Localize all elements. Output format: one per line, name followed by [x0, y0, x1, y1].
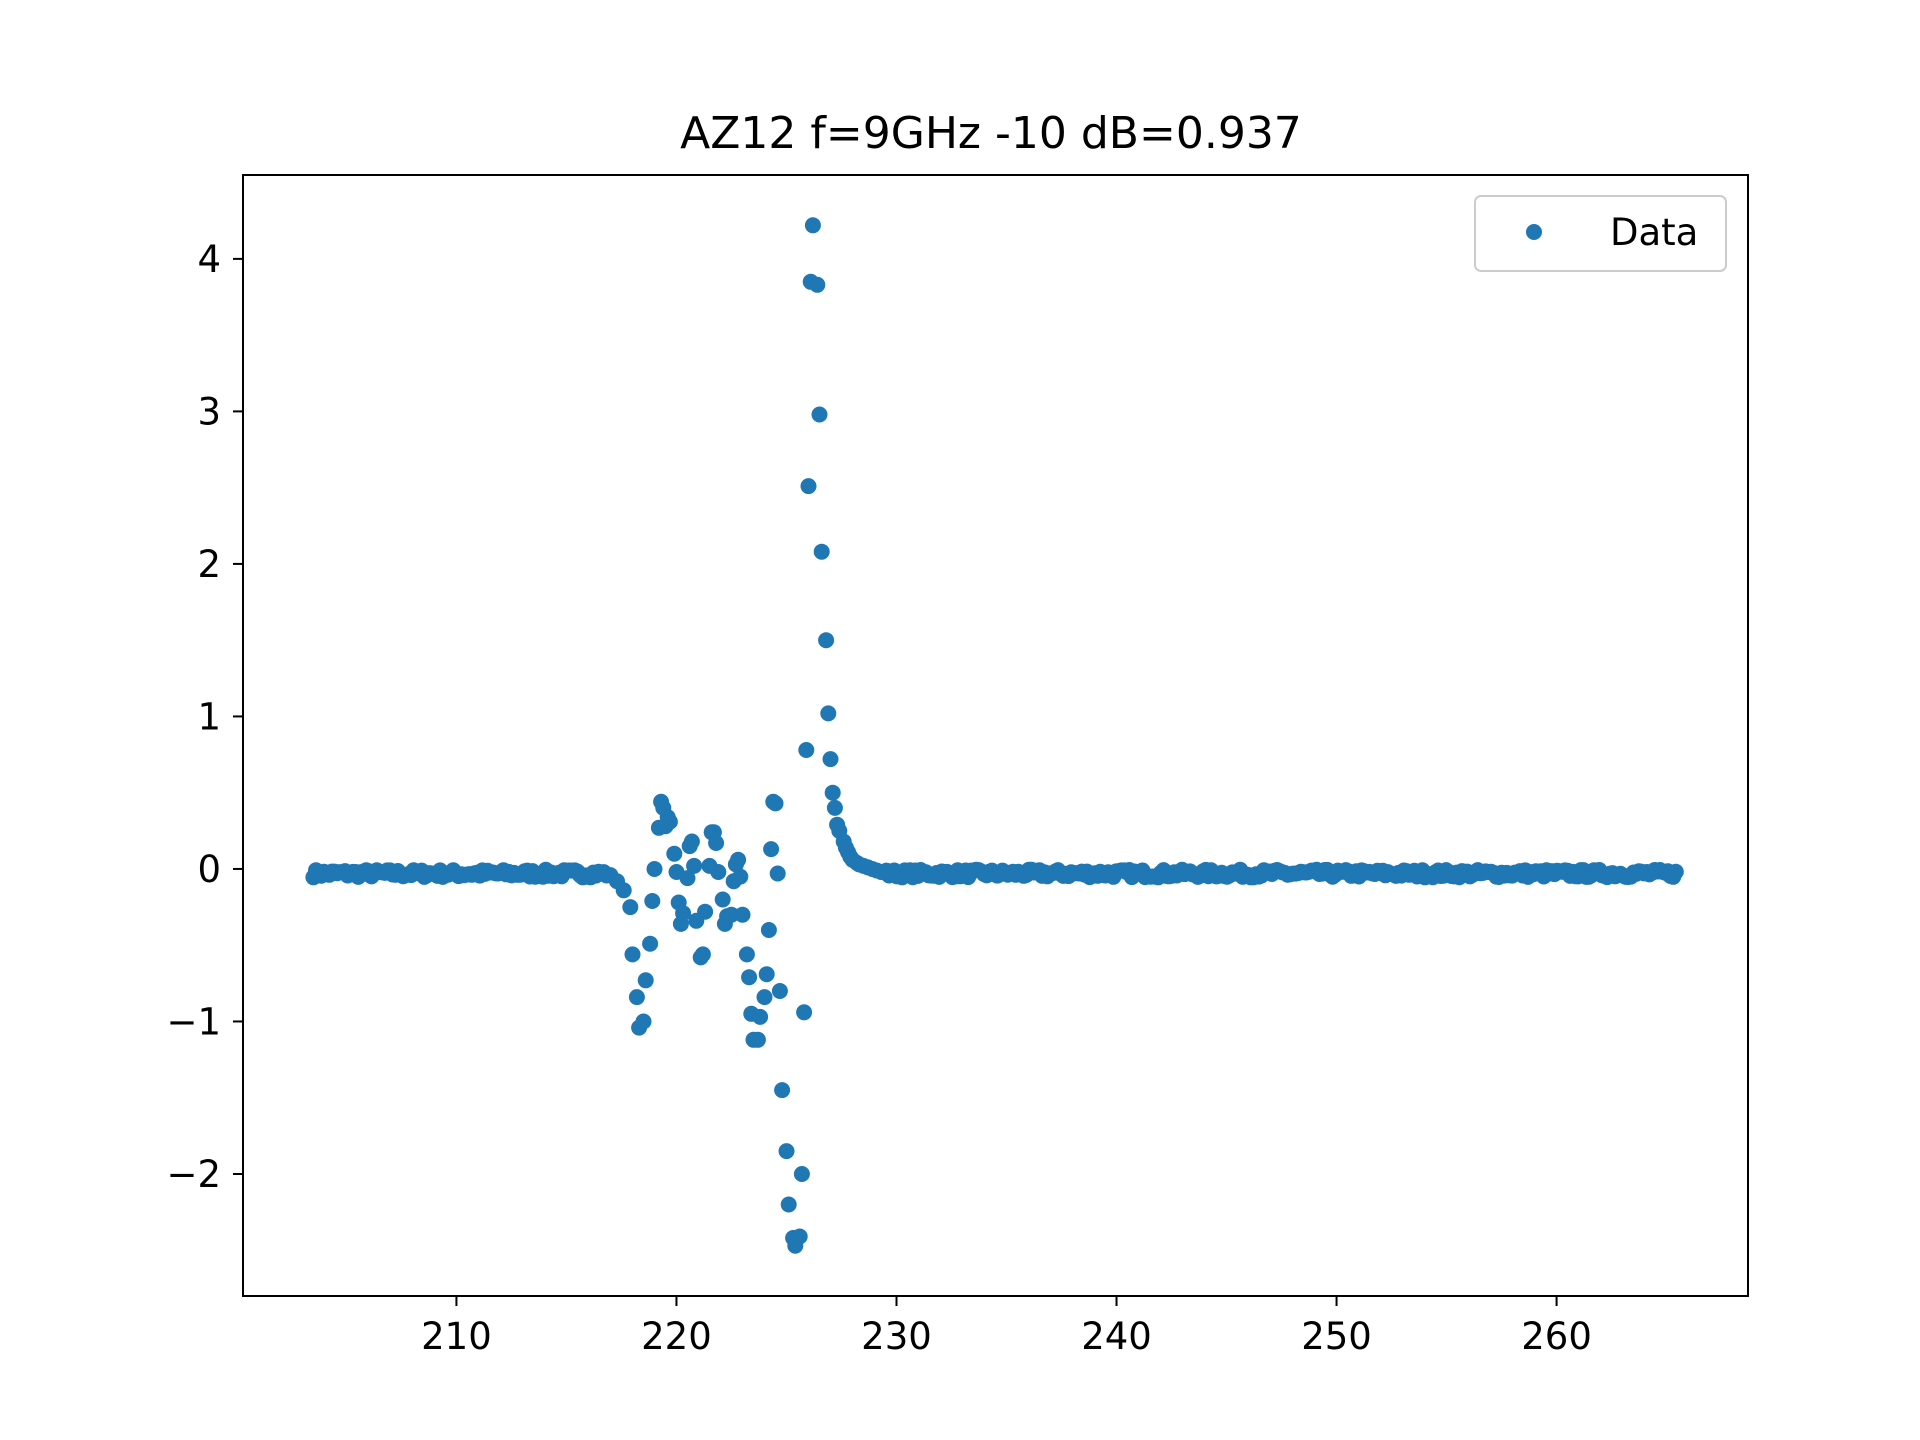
data-point — [822, 751, 839, 768]
data-point — [798, 742, 815, 758]
legend-box — [1474, 195, 1727, 272]
y-axis-ticks: −2 −1 0 1 2 3 4 — [166, 238, 243, 1196]
data-point — [756, 989, 773, 1006]
chart-title: AZ12 f=9GHz -10 dB=0.937 — [680, 108, 1302, 159]
x-tick-label: 250 — [1301, 1315, 1372, 1358]
data-point — [741, 969, 758, 986]
x-tick-label: 210 — [421, 1315, 492, 1358]
data-point — [1667, 863, 1684, 880]
data-point — [769, 865, 786, 882]
data-point — [622, 899, 639, 916]
data-point — [646, 861, 663, 877]
data-point — [826, 799, 843, 816]
data-point — [694, 946, 711, 963]
data-point — [760, 922, 777, 938]
data-point — [642, 935, 659, 952]
data-point — [683, 833, 700, 850]
data-point — [661, 813, 678, 830]
x-tick-label: 220 — [641, 1315, 712, 1358]
data-point — [811, 406, 828, 423]
data-point — [697, 903, 714, 920]
data-point — [710, 864, 727, 880]
data-point — [793, 1166, 810, 1182]
data-point — [615, 882, 632, 899]
legend-marker — [1526, 224, 1542, 240]
data-point — [723, 906, 740, 923]
y-tick-label: 3 — [197, 390, 221, 433]
data-point — [714, 891, 731, 908]
data-point — [767, 795, 784, 812]
y-tick-label: 0 — [197, 848, 221, 891]
data-point — [758, 966, 775, 983]
data-point — [637, 972, 654, 989]
data-point — [675, 905, 692, 922]
data-point — [666, 845, 683, 862]
y-tick-label: 2 — [197, 543, 221, 586]
data-point — [771, 983, 788, 999]
data-point — [820, 705, 837, 722]
data-point — [624, 946, 641, 963]
data-point — [809, 276, 826, 293]
data-point — [791, 1228, 808, 1245]
data-point — [635, 1013, 652, 1030]
data-point — [686, 857, 703, 874]
data-point — [730, 851, 747, 868]
x-tick-label: 260 — [1521, 1315, 1592, 1358]
data-point — [644, 893, 661, 909]
data-point — [679, 870, 696, 887]
data-point — [796, 1004, 813, 1021]
data-point — [824, 784, 841, 801]
data-point — [780, 1196, 797, 1213]
x-tick-label: 230 — [861, 1315, 932, 1358]
plot-area-frame — [242, 174, 1749, 1297]
x-tick-label: 240 — [1081, 1315, 1152, 1358]
data-point — [778, 1143, 795, 1160]
data-point — [738, 946, 755, 963]
data-point — [873, 864, 890, 880]
y-tick-label: 1 — [197, 695, 221, 738]
data-point — [800, 478, 817, 495]
x-axis-ticks: 210 220 230 240 250 260 — [421, 1296, 1592, 1358]
data-point — [763, 841, 780, 858]
y-tick-label: 4 — [197, 238, 221, 281]
data-point — [774, 1082, 791, 1099]
data-point — [804, 217, 821, 234]
data-point — [628, 989, 645, 1006]
data-point — [708, 835, 725, 851]
data-point — [752, 1008, 769, 1025]
data-point — [749, 1031, 766, 1048]
data-point — [732, 868, 749, 885]
data-point — [734, 906, 751, 923]
legend-label-data: Data — [1610, 211, 1698, 254]
data-markers — [305, 217, 1684, 1254]
data-point — [813, 543, 830, 560]
data-point — [818, 632, 835, 649]
legend: Data — [1474, 195, 1727, 272]
y-tick-label: −2 — [166, 1153, 221, 1196]
y-tick-label: −1 — [166, 1000, 221, 1043]
